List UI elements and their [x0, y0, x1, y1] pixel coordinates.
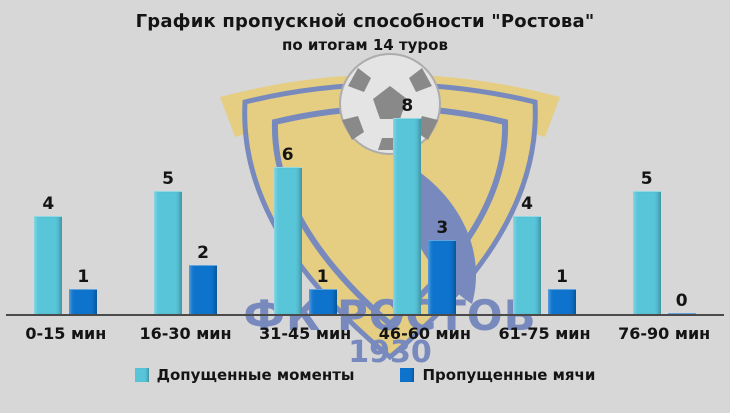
bar-wrap: 1 [308, 266, 337, 314]
bar-wrap: 0 [667, 290, 696, 314]
bar-allowed-moments [513, 216, 542, 314]
bar-allowed-moments [273, 167, 302, 314]
bar-value-label: 2 [197, 242, 209, 263]
bar-value-label: 0 [675, 290, 688, 311]
bar-wrap: 8 [393, 95, 422, 314]
x-axis-line [6, 314, 724, 316]
bar-value-label: 1 [556, 266, 568, 287]
bar-value-label: 4 [42, 193, 55, 214]
bar-value-label: 1 [316, 266, 329, 287]
chart-title: График пропускной способности "Ростова" [135, 11, 595, 32]
bar-value-label: 5 [162, 168, 174, 189]
category-label: 0-15 мин [25, 324, 107, 343]
bar-conceded-goals [189, 265, 217, 314]
bar-conceded-goals [69, 289, 98, 314]
legend-swatch [134, 368, 149, 382]
bar-wrap: 3 [428, 217, 457, 314]
bar-conceded-goals [667, 313, 696, 314]
legend-swatch [400, 368, 415, 382]
bar-wrap: 2 [189, 243, 217, 314]
bar-group: 4 1 0-15 мин [6, 86, 126, 343]
bar-wrap: 5 [154, 169, 182, 314]
bar-conceded-goals [308, 289, 337, 314]
bar-allowed-moments [632, 191, 661, 314]
bar-value-label: 8 [401, 95, 414, 116]
bar-conceded-goals [428, 240, 457, 314]
legend-label: Допущенные моменты [156, 366, 355, 384]
chart-legend: Допущенные моменты Пропущенные мячи [0, 366, 730, 384]
bar-group: 8 3 46-60 мин [365, 86, 485, 343]
category-label: 76-90 мин [618, 324, 711, 343]
legend-item: Пропущенные мячи [400, 366, 595, 384]
bar-wrap: 1 [69, 266, 98, 314]
bar-wrap: 4 [34, 193, 63, 314]
bar-value-label: 5 [640, 168, 653, 189]
bar-wrap: 5 [632, 168, 661, 314]
bar-wrap: 6 [273, 144, 302, 314]
category-label: 61-75 мин [498, 324, 591, 343]
bar-group: 6 1 31-45 мин [245, 86, 365, 343]
category-label: 16-30 мин [139, 324, 232, 343]
category-label: 31-45 мин [259, 324, 352, 343]
category-label: 46-60 мин [378, 324, 471, 343]
bar-value-label: 6 [281, 144, 294, 165]
bar-allowed-moments [393, 118, 422, 314]
bar-conceded-goals [548, 289, 577, 314]
bar-group: 5 0 76-90 мин [604, 86, 724, 343]
bar-allowed-moments [34, 216, 63, 314]
chart-subtitle: по итогам 14 туров [282, 36, 448, 54]
legend-item: Допущенные моменты [134, 366, 355, 384]
bar-group: 4 1 61-75 мин [485, 86, 605, 343]
plot-area: 4 1 0-15 мин 5 2 16-30 мин 6 1 31-45 мин 8 3 46-60 … [6, 86, 724, 343]
bar-wrap: 1 [548, 266, 577, 314]
bar-wrap: 4 [513, 193, 542, 314]
bar-allowed-moments [154, 191, 182, 314]
bar-value-label: 3 [436, 217, 449, 238]
bar-value-label: 4 [521, 193, 533, 214]
bar-value-label: 1 [77, 266, 90, 287]
bar-group: 5 2 16-30 мин [126, 86, 246, 343]
legend-label: Пропущенные мячи [422, 366, 596, 384]
